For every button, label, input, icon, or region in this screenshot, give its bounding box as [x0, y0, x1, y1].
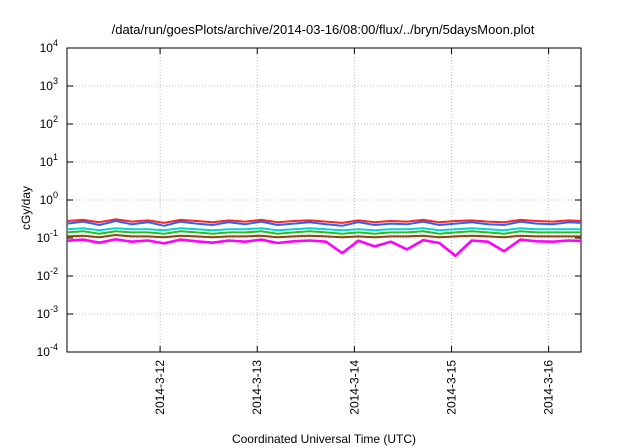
x-tick-label: 2014-3-14 [347, 360, 361, 415]
y-tick-label: 103 [40, 76, 58, 93]
y-tick-label: 10-3 [37, 304, 58, 321]
series-line [66, 220, 582, 227]
y-tick-label: 10-4 [37, 342, 58, 359]
y-axis-label: cGy/day [19, 186, 33, 230]
plot-frame [66, 47, 582, 353]
series-lines [66, 218, 582, 258]
x-tick-label: 2014-3-12 [153, 360, 167, 415]
y-axis-ticks: 10-4 10-3 10-2 10-1 100 101 102 103 104 [37, 38, 581, 359]
chart-title: /data/run/goesPlots/archive/2014-03-16/0… [112, 22, 535, 37]
y-tick-label: 100 [40, 190, 58, 207]
x-tick-label: 2014-3-13 [250, 360, 264, 415]
series-line [66, 238, 582, 258]
y-tick-label: 102 [40, 114, 58, 131]
y-tick-label: 104 [40, 38, 58, 55]
x-axis-label: Coordinated Universal Time (UTC) [232, 432, 416, 446]
y-tick-label: 10-2 [37, 266, 58, 283]
series-line [66, 230, 581, 235]
x-axis-ticks: 2014-3-12 2014-3-13 2014-3-14 2014-3-15 2014… [153, 48, 556, 415]
x-tick-label: 2014-3-16 [542, 360, 556, 415]
y-tick-label: 101 [40, 152, 58, 169]
series-line [66, 227, 581, 232]
series-line [66, 218, 582, 224]
y-tick-label: 10-1 [37, 228, 58, 245]
x-tick-label: 2014-3-15 [444, 360, 458, 415]
series-line [66, 234, 581, 239]
